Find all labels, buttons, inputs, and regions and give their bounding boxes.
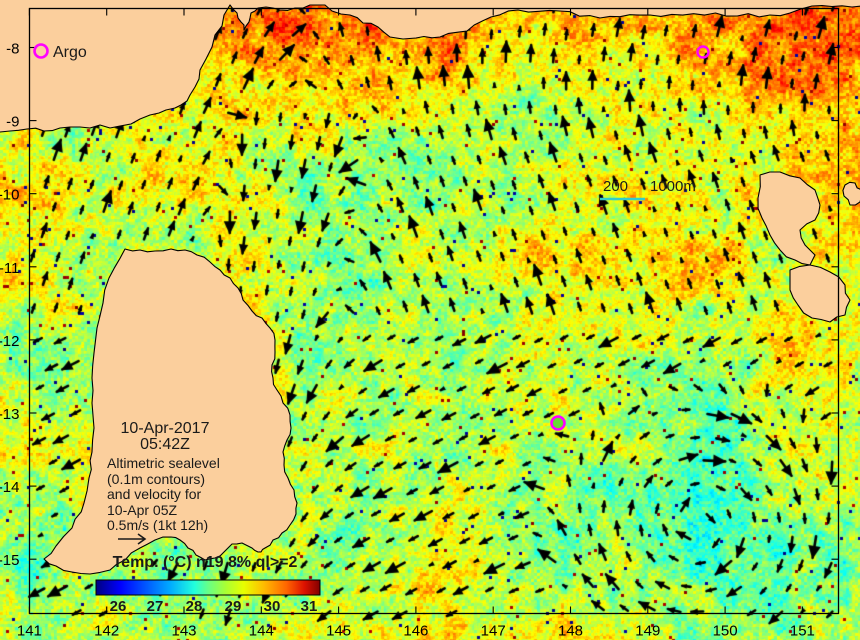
svg-text:-8: -8 xyxy=(6,41,19,58)
svg-text:Altimetric sealevel: Altimetric sealevel xyxy=(107,455,220,471)
svg-text:151: 151 xyxy=(790,623,815,640)
svg-text:-14: -14 xyxy=(0,479,20,496)
svg-text:26: 26 xyxy=(110,598,127,615)
svg-text:0.5m/s (1kt 12h): 0.5m/s (1kt 12h) xyxy=(107,517,208,533)
svg-text:146: 146 xyxy=(403,623,428,640)
svg-text:Argo: Argo xyxy=(53,44,87,61)
svg-text:-15: -15 xyxy=(0,552,20,569)
svg-text:149: 149 xyxy=(635,623,660,640)
svg-text:28: 28 xyxy=(186,598,203,615)
svg-text:10-Apr-2017: 10-Apr-2017 xyxy=(121,420,210,437)
svg-text:144: 144 xyxy=(249,623,274,640)
svg-text:31: 31 xyxy=(301,598,318,615)
svg-text:150: 150 xyxy=(713,623,738,640)
svg-text:148: 148 xyxy=(558,623,583,640)
svg-text:27: 27 xyxy=(147,598,164,615)
svg-text:30: 30 xyxy=(264,598,281,615)
svg-text:10-Apr 05Z: 10-Apr 05Z xyxy=(107,502,177,518)
svg-text:200: 200 xyxy=(603,178,628,195)
svg-text:and velocity for: and velocity for xyxy=(107,486,201,502)
svg-text:1000m: 1000m xyxy=(650,178,696,195)
svg-text:147: 147 xyxy=(481,623,506,640)
svg-text:(0.1m contours): (0.1m contours) xyxy=(107,471,205,487)
svg-text:05:42Z: 05:42Z xyxy=(140,436,190,453)
svg-text:-13: -13 xyxy=(0,406,20,423)
svg-text:141: 141 xyxy=(17,623,42,640)
svg-text:145: 145 xyxy=(326,623,351,640)
svg-text:143: 143 xyxy=(171,623,196,640)
svg-text:Temp. (°C) n19 8% ql>=2: Temp. (°C) n19 8% ql>=2 xyxy=(113,554,298,571)
svg-text:-10: -10 xyxy=(0,187,20,204)
svg-text:-11: -11 xyxy=(0,260,20,277)
svg-text:-12: -12 xyxy=(0,333,20,350)
svg-text:-9: -9 xyxy=(6,114,19,131)
svg-text:29: 29 xyxy=(225,598,242,615)
svg-text:142: 142 xyxy=(94,623,119,640)
